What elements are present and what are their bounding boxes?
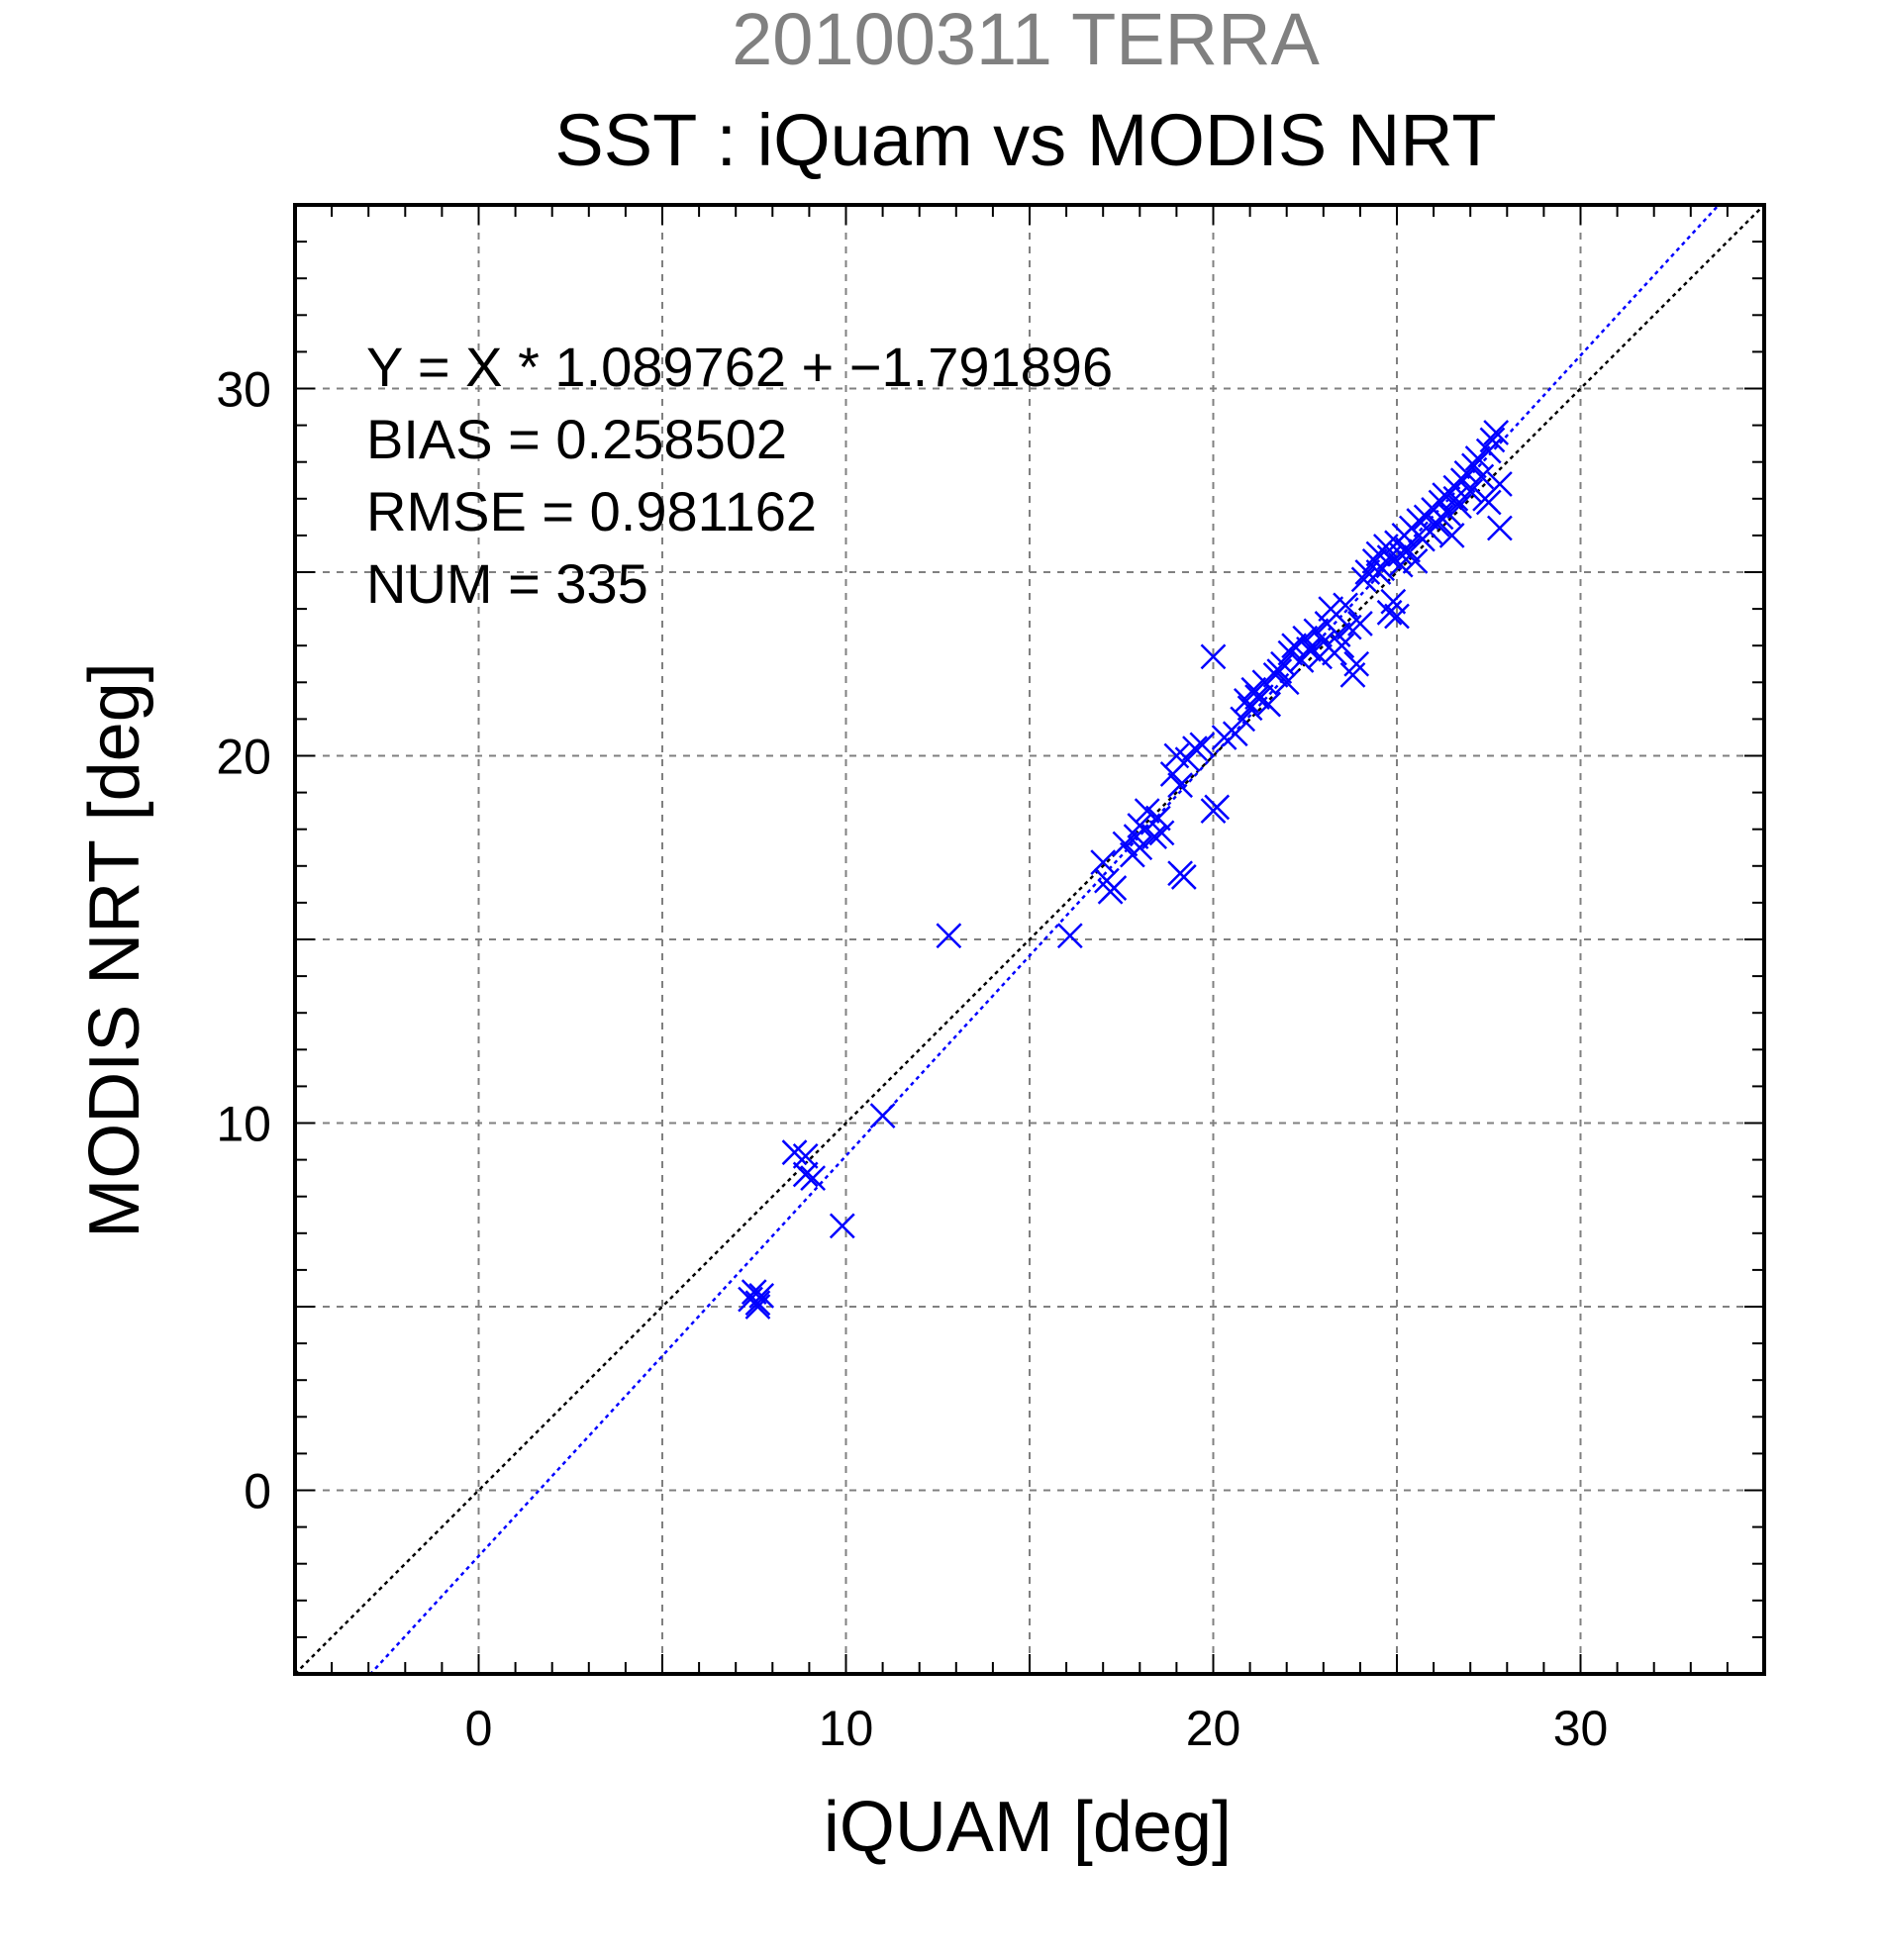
y-tick-label: 0	[244, 1464, 271, 1519]
data-point	[1255, 691, 1282, 718]
chart-subtitle: SST : iQuam vs MODIS NRT	[554, 99, 1496, 181]
data-point	[1438, 523, 1465, 548]
data-point	[1446, 493, 1472, 520]
data-point	[800, 1165, 826, 1192]
data-point	[829, 1213, 855, 1239]
y-tick-label: 20	[216, 730, 271, 785]
rmse-value: RMSE = 0.981162	[366, 480, 817, 542]
chart-title: 20100311 TERRA	[732, 0, 1320, 80]
data-point	[1329, 633, 1355, 659]
data-point	[1144, 805, 1171, 832]
data-point	[1402, 547, 1429, 574]
data-point	[738, 1286, 763, 1313]
data-point	[1244, 684, 1270, 711]
y-tick-label: 30	[216, 362, 271, 418]
data-point	[1387, 551, 1414, 578]
data-point	[1428, 504, 1454, 531]
data-point	[1141, 824, 1168, 850]
x-tick-label: 20	[1186, 1701, 1241, 1756]
y-axis-label: MODIS NRT [deg]	[75, 662, 154, 1238]
tick-labels: 0 10 20 30 0 10 20 30	[216, 362, 1608, 1757]
data-point	[1148, 820, 1175, 846]
x-tick-label: 10	[819, 1701, 874, 1756]
data-point	[1134, 798, 1160, 825]
data-point	[1384, 603, 1410, 630]
fit-line	[368, 205, 1721, 1674]
data-point	[1127, 834, 1153, 861]
data-point	[1475, 489, 1502, 516]
reference-lines	[295, 205, 1764, 1674]
data-point	[1167, 772, 1193, 799]
data-point	[1479, 427, 1506, 453]
data-point	[1127, 813, 1153, 838]
data-points	[738, 420, 1513, 1320]
data-point	[1204, 794, 1231, 821]
data-point	[1376, 599, 1403, 626]
data-point	[1222, 721, 1248, 747]
stats-box: Y = X * 1.089762 + −1.791896 BIAS = 0.25…	[366, 336, 1113, 615]
data-point	[1436, 500, 1461, 527]
data-point	[1273, 669, 1300, 696]
identity-line	[295, 205, 1764, 1674]
data-point	[1101, 875, 1128, 901]
plot-frame	[293, 203, 1766, 1676]
data-point	[1442, 485, 1469, 512]
data-point	[1486, 471, 1513, 497]
data-point	[1299, 637, 1326, 662]
data-point	[744, 1290, 771, 1317]
x-axis-label: iQUAM [deg]	[824, 1788, 1232, 1867]
data-point	[1170, 864, 1197, 890]
data-point	[1200, 643, 1227, 670]
data-point	[792, 1161, 819, 1188]
data-point	[1296, 637, 1322, 662]
data-point	[1266, 658, 1293, 685]
data-point	[1343, 650, 1370, 677]
data-point	[1056, 923, 1083, 949]
data-point	[1395, 537, 1422, 563]
x-tick-label: 30	[1553, 1701, 1609, 1756]
data-point	[1387, 540, 1414, 567]
data-point	[1354, 559, 1381, 585]
data-point	[1333, 592, 1358, 619]
data-point	[936, 923, 962, 949]
data-point	[1350, 566, 1377, 593]
data-point	[1347, 611, 1373, 637]
data-point	[1090, 849, 1117, 875]
data-point	[1189, 732, 1216, 758]
data-point	[792, 1143, 819, 1169]
data-point	[1182, 735, 1208, 761]
data-point	[1483, 420, 1510, 445]
data-point	[1365, 559, 1392, 585]
data-point	[1486, 515, 1513, 541]
data-point	[1457, 478, 1484, 505]
num-value: NUM = 335	[366, 552, 648, 615]
bias-value: BIAS = 0.258502	[366, 408, 787, 470]
data-point	[869, 1103, 896, 1128]
data-point	[1112, 831, 1138, 857]
fit-equation: Y = X * 1.089762 + −1.791896	[366, 336, 1113, 398]
data-point	[1468, 463, 1495, 490]
y-tick-label: 10	[216, 1097, 271, 1152]
x-tick-label: 0	[465, 1701, 493, 1756]
